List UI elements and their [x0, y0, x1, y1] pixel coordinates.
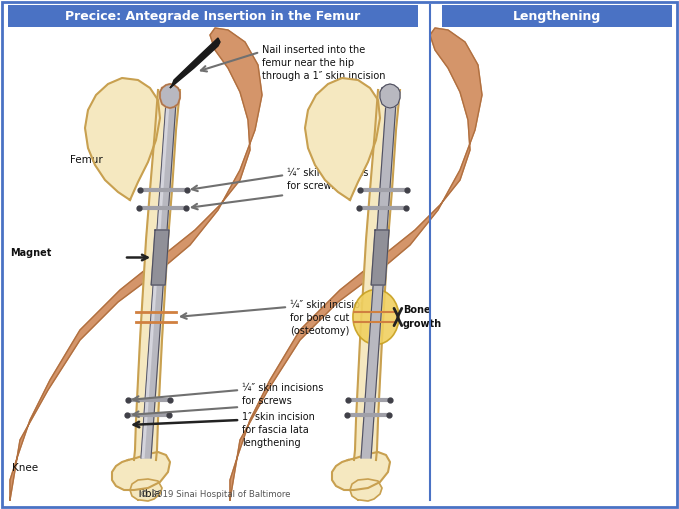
Text: Precice: Antegrade Insertion in the Femur: Precice: Antegrade Insertion in the Femu…: [65, 10, 361, 22]
Text: ¼″ skin incision
for bone cut
(osteotomy): ¼″ skin incision for bone cut (osteotomy…: [290, 300, 366, 336]
Text: Knee: Knee: [12, 463, 38, 473]
Text: Bone
growth: Bone growth: [403, 305, 442, 329]
Polygon shape: [141, 88, 177, 458]
Polygon shape: [332, 452, 390, 490]
Polygon shape: [151, 230, 169, 285]
Text: Magnet: Magnet: [10, 248, 52, 259]
Text: © 2019 Sinai Hospital of Baltimore: © 2019 Sinai Hospital of Baltimore: [140, 490, 290, 499]
Polygon shape: [160, 84, 180, 108]
Polygon shape: [130, 479, 162, 501]
Polygon shape: [350, 479, 382, 501]
Polygon shape: [380, 84, 400, 108]
Polygon shape: [354, 90, 400, 460]
Text: 1″ skin incision
for fascia lata
lengthening: 1″ skin incision for fascia lata lengthe…: [242, 412, 315, 448]
Polygon shape: [112, 452, 170, 490]
Text: Tibia: Tibia: [136, 489, 160, 499]
Bar: [442, 5, 672, 27]
Polygon shape: [305, 78, 380, 200]
Ellipse shape: [353, 290, 399, 345]
Text: ¼″ skin incisions
for screws: ¼″ skin incisions for screws: [242, 383, 323, 406]
Text: ¼″ skin incisions
for screws: ¼″ skin incisions for screws: [287, 168, 369, 191]
Polygon shape: [170, 38, 220, 88]
Polygon shape: [361, 88, 397, 458]
Text: Nail inserted into the
femur near the hip
through a 1″ skin incision: Nail inserted into the femur near the hi…: [262, 45, 386, 81]
Polygon shape: [142, 88, 170, 458]
Text: Femur: Femur: [70, 155, 103, 165]
Polygon shape: [371, 230, 389, 285]
Bar: [8, 5, 418, 27]
Polygon shape: [134, 90, 180, 460]
Polygon shape: [85, 78, 160, 200]
Text: Lengthening: Lengthening: [513, 10, 601, 22]
Polygon shape: [10, 28, 262, 500]
Polygon shape: [230, 28, 482, 500]
